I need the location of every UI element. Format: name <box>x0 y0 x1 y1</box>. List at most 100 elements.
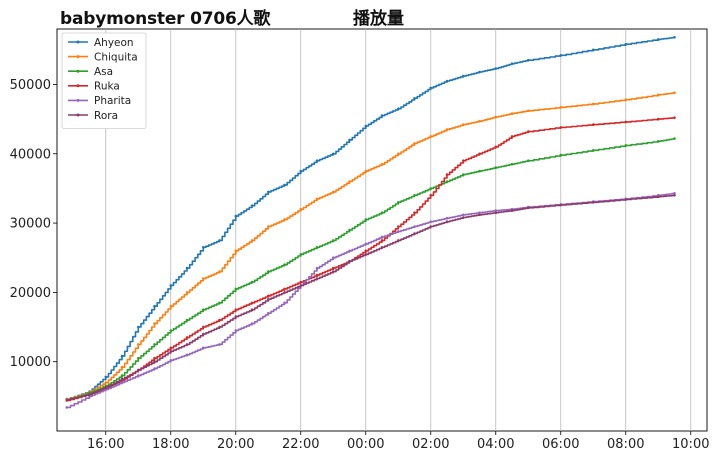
x-grid <box>105 29 692 431</box>
y-tick-label: 50000 <box>10 78 51 93</box>
y-tick-label: 40000 <box>10 147 51 162</box>
data-point-chiquita <box>397 152 400 156</box>
data-point-ruka <box>510 135 514 138</box>
data-point-ruka <box>380 239 384 242</box>
data-point-rora <box>185 343 189 346</box>
y-tick-label: 20000 <box>10 286 51 301</box>
data-point-chiquita <box>624 98 628 101</box>
data-point-rora <box>657 195 660 198</box>
data-point-ahyeon <box>299 169 303 173</box>
series-line-pharita <box>66 192 676 409</box>
data-point-rora <box>88 393 91 396</box>
data-point-chiquita <box>250 239 254 242</box>
x-tick-label: 20:00 <box>217 437 254 452</box>
data-point-chiquita <box>348 180 351 183</box>
data-point-ruka <box>494 145 498 149</box>
data-point-chiquita <box>332 190 335 194</box>
data-point-pharita <box>445 216 449 220</box>
series-line-ahyeon <box>66 36 676 400</box>
data-point-ahyeon <box>104 375 108 379</box>
data-point-chiquita <box>510 112 514 115</box>
data-point-asa <box>592 149 595 152</box>
data-point-asa <box>397 201 400 204</box>
data-point-ruka <box>592 123 595 126</box>
data-point-ahyeon <box>315 159 319 162</box>
data-point-pharita <box>462 213 465 217</box>
data-point-asa <box>202 308 205 312</box>
data-point-pharita <box>234 329 238 332</box>
data-point-ahyeon <box>153 304 156 308</box>
data-point-ruka <box>267 294 270 298</box>
data-point-chiquita <box>137 343 140 346</box>
legend-marker-rora <box>76 113 80 117</box>
data-point-asa <box>413 194 416 197</box>
data-point-pharita <box>364 242 368 246</box>
data-point-chiquita <box>478 119 481 123</box>
data-point-ahyeon <box>218 239 221 242</box>
data-point-ahyeon <box>559 54 563 57</box>
data-point-ahyeon <box>673 36 676 39</box>
x-tick-label: 02:00 <box>412 437 449 452</box>
data-point-asa <box>494 166 498 169</box>
data-point-rora <box>250 308 254 312</box>
data-point-pharita <box>120 381 124 384</box>
data-point-pharita <box>380 235 384 239</box>
data-point-ruka <box>169 346 173 350</box>
legend-marker-ruka <box>76 84 80 88</box>
data-point-pharita <box>429 220 433 223</box>
data-point-ahyeon <box>137 325 140 329</box>
plot-area <box>56 28 708 432</box>
data-point-asa <box>332 239 335 242</box>
data-point-ahyeon <box>624 42 628 46</box>
data-point-chiquita <box>185 291 189 294</box>
x-tick-label: 16:00 <box>87 437 124 452</box>
data-point-rora <box>332 270 335 273</box>
legend-label-chiquita: Chiquita <box>94 51 138 63</box>
legend-marker-chiquita <box>76 55 80 59</box>
data-point-chiquita <box>283 218 286 221</box>
x-tick-label: 00:00 <box>347 437 384 452</box>
data-point-rora <box>624 198 628 201</box>
data-point-ahyeon <box>445 79 449 83</box>
data-point-chiquita <box>364 169 368 173</box>
data-point-rora <box>169 350 173 353</box>
data-point-rora <box>137 368 140 372</box>
data-point-rora <box>462 216 465 219</box>
data-point-asa <box>478 169 481 173</box>
data-point-asa <box>510 162 514 166</box>
data-point-asa <box>299 253 303 256</box>
data-point-asa <box>315 246 319 249</box>
data-point-ahyeon <box>413 97 416 100</box>
data-point-chiquita <box>202 277 205 280</box>
data-point-ruka <box>673 116 676 119</box>
data-point-pharita <box>673 192 676 195</box>
data-point-ahyeon <box>364 124 368 128</box>
legend-marker-ahyeon <box>76 40 80 44</box>
legend-label-ahyeon: Ahyeon <box>94 37 134 49</box>
data-point-pharita <box>153 367 156 370</box>
data-point-ruka <box>250 301 254 305</box>
legend-label-rora: Rora <box>94 110 118 122</box>
data-point-asa <box>137 356 140 360</box>
data-point-pharita <box>332 256 335 260</box>
data-point-ahyeon <box>380 114 384 117</box>
legend-label-asa: Asa <box>94 66 113 78</box>
data-point-ahyeon <box>462 74 465 78</box>
data-point-chiquita <box>267 225 270 228</box>
data-point-rora <box>592 201 595 204</box>
data-point-pharita <box>315 266 319 270</box>
data-point-pharita <box>494 209 498 212</box>
data-point-asa <box>153 343 156 346</box>
x-tick-label: 18:00 <box>152 437 189 452</box>
data-point-asa <box>429 187 433 190</box>
data-point-ahyeon <box>478 70 481 74</box>
data-point-rora <box>104 386 108 389</box>
data-point-rora <box>478 213 481 217</box>
data-point-asa <box>120 374 124 377</box>
data-point-chiquita <box>120 365 124 369</box>
data-point-asa <box>218 301 221 305</box>
x-tick-label: 22:00 <box>282 437 319 452</box>
data-point-ahyeon <box>397 107 400 110</box>
data-point-rora <box>153 360 156 364</box>
